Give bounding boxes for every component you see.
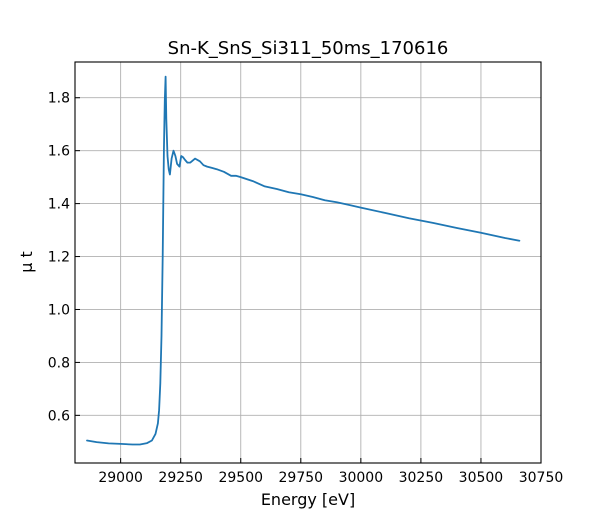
plot-frame <box>74 61 542 464</box>
x-tick-label: 30250 <box>399 470 444 486</box>
y-tick-label: 1.6 <box>48 144 70 160</box>
chart-title: Sn-K_SnS_Si311_50ms_170616 <box>168 38 449 59</box>
y-tick-label: 1.0 <box>48 302 70 318</box>
x-axis-label: Energy [eV] <box>261 490 355 509</box>
x-tick-label: 29500 <box>218 470 263 486</box>
x-tick-label: 30750 <box>519 470 564 486</box>
series-layer <box>86 75 521 446</box>
x-tick-label: 29000 <box>98 470 143 486</box>
y-tick-label: 1.2 <box>48 250 70 266</box>
x-tick-label: 30000 <box>339 470 384 486</box>
x-tick-label: 29250 <box>158 470 203 486</box>
x-tick-label: 30500 <box>459 470 504 486</box>
y-tick-label: 0.6 <box>48 408 70 424</box>
grid-layer <box>75 62 542 463</box>
y-axis-label: μ t <box>17 251 36 273</box>
tick-layer: 29000 29250 29500 29750 30000 30250 30500 30750… <box>48 91 564 486</box>
series-line <box>86 75 521 446</box>
y-tick-label: 0.8 <box>48 355 70 371</box>
y-tick-label: 1.8 <box>48 91 70 107</box>
x-tick-label: 29750 <box>279 470 324 486</box>
y-tick-label: 1.4 <box>48 197 70 213</box>
